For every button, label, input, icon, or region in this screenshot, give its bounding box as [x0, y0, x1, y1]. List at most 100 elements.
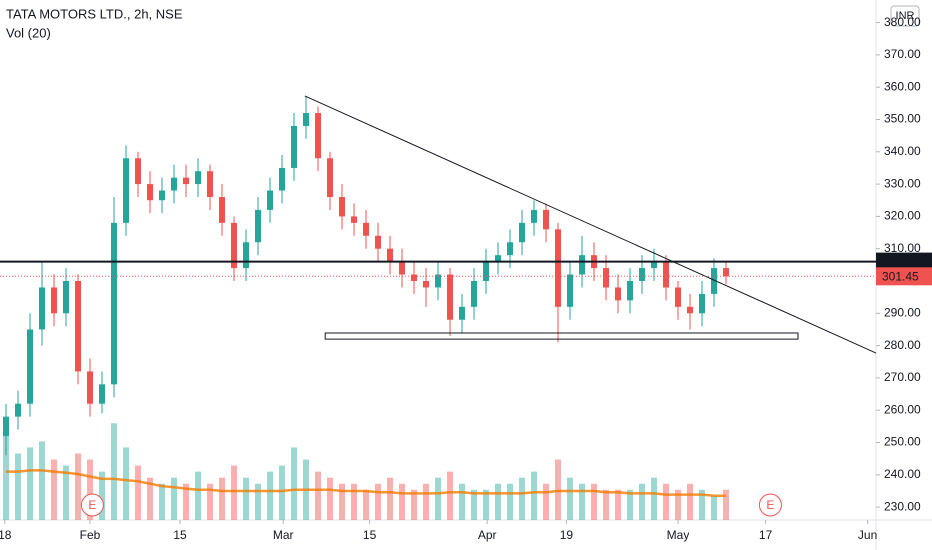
- candle-body: [711, 268, 717, 294]
- volume-bar: [459, 483, 465, 520]
- volume-bar: [279, 465, 285, 520]
- volume-bar: [171, 477, 177, 520]
- candle-body: [675, 287, 681, 307]
- volume-bar: [99, 471, 105, 520]
- hline-price-tag: [876, 252, 932, 271]
- volume-bar: [375, 483, 381, 520]
- candle-body: [63, 280, 69, 314]
- y-tick-label: 320.00: [884, 209, 921, 223]
- volume-bar: [159, 483, 165, 520]
- candle-body: [243, 242, 249, 269]
- volume-bar: [339, 483, 345, 520]
- candle-body: [135, 158, 141, 185]
- currency-label: INR: [896, 10, 915, 22]
- candle-body: [315, 113, 321, 159]
- candle-body: [543, 209, 549, 230]
- candle-body: [99, 384, 105, 404]
- candle-body: [207, 171, 213, 198]
- x-tick-label: 17: [759, 528, 773, 542]
- candle-body: [579, 255, 585, 275]
- y-tick-label: 380.00: [884, 15, 921, 29]
- candle-body: [3, 416, 9, 437]
- last-price-tag: [876, 267, 932, 286]
- candle-body: [603, 268, 609, 288]
- volume-bar: [591, 483, 597, 520]
- volume-bar: [51, 459, 57, 520]
- volume-bar: [423, 483, 429, 520]
- candle-body: [651, 261, 657, 269]
- last-price-label: 301.45: [882, 269, 919, 283]
- candle-body: [723, 268, 729, 277]
- candle-body: [219, 197, 225, 223]
- y-tick-label: 360.00: [884, 79, 921, 93]
- candle-body: [507, 242, 513, 256]
- volume-bar: [63, 465, 69, 520]
- candle-body: [303, 113, 309, 126]
- y-tick-label: 270.00: [884, 370, 921, 384]
- volume-bar: [675, 489, 681, 520]
- volume-bar: [687, 483, 693, 520]
- candle-body: [87, 371, 93, 404]
- volume-bar: [327, 477, 333, 520]
- volume-bar: [3, 435, 9, 520]
- candle-body: [639, 268, 645, 281]
- candle-body: [15, 403, 21, 417]
- y-tick-label: 310.00: [884, 241, 921, 255]
- candle-body: [615, 287, 621, 301]
- currency-badge[interactable]: [890, 5, 920, 27]
- x-tick-label: May: [667, 528, 690, 542]
- volume-bar: [483, 489, 489, 520]
- volume-bar: [351, 483, 357, 520]
- volume-ma-line: [6, 469, 726, 498]
- candle-body: [447, 274, 453, 320]
- candle-body: [255, 209, 261, 243]
- candle-body: [327, 158, 333, 198]
- x-tick-label: 19: [560, 528, 574, 542]
- candle-body: [627, 280, 633, 301]
- candle-body: [375, 235, 381, 249]
- event-label: E: [766, 498, 774, 512]
- y-tick-label: 340.00: [884, 144, 921, 158]
- event-label: E: [88, 498, 96, 512]
- volume-bar: [27, 447, 33, 520]
- trend-line: [304, 95, 877, 354]
- y-tick-label: 290.00: [884, 305, 921, 319]
- volume-bar: [75, 453, 81, 520]
- volume-bar: [231, 465, 237, 520]
- candle-body: [111, 222, 117, 385]
- candle-body: [171, 177, 177, 191]
- event-marker: [758, 493, 782, 517]
- support-zone: [324, 332, 799, 340]
- volume-bar: [471, 489, 477, 520]
- volume-bar: [495, 483, 501, 520]
- event-marker: [80, 493, 104, 517]
- volume-bar: [291, 447, 297, 520]
- volume-bar: [183, 483, 189, 520]
- volume-bar: [387, 477, 393, 520]
- candle-body: [339, 197, 345, 217]
- volume-bar: [123, 447, 129, 520]
- candle-body: [567, 274, 573, 307]
- candle-body: [195, 171, 201, 185]
- candle-body: [51, 287, 57, 314]
- volume-bar: [399, 483, 405, 520]
- volume-bar: [567, 477, 573, 520]
- volume-bar: [111, 423, 117, 520]
- volume-bar: [507, 483, 513, 520]
- x-tick-label: Mar: [273, 528, 294, 542]
- volume-bar: [615, 489, 621, 520]
- candle-body: [663, 261, 669, 288]
- volume-bar: [15, 453, 21, 520]
- candle-body: [555, 229, 561, 307]
- y-tick-label: 350.00: [884, 112, 921, 126]
- candle-body: [519, 222, 525, 243]
- candle-body: [363, 222, 369, 236]
- volume-bar: [447, 471, 453, 520]
- volume-bar: [663, 483, 669, 520]
- candle-body: [267, 190, 273, 210]
- volume-bar: [519, 477, 525, 520]
- candle-body: [75, 280, 81, 372]
- y-tick-label: 330.00: [884, 176, 921, 190]
- volume-bar: [711, 495, 717, 520]
